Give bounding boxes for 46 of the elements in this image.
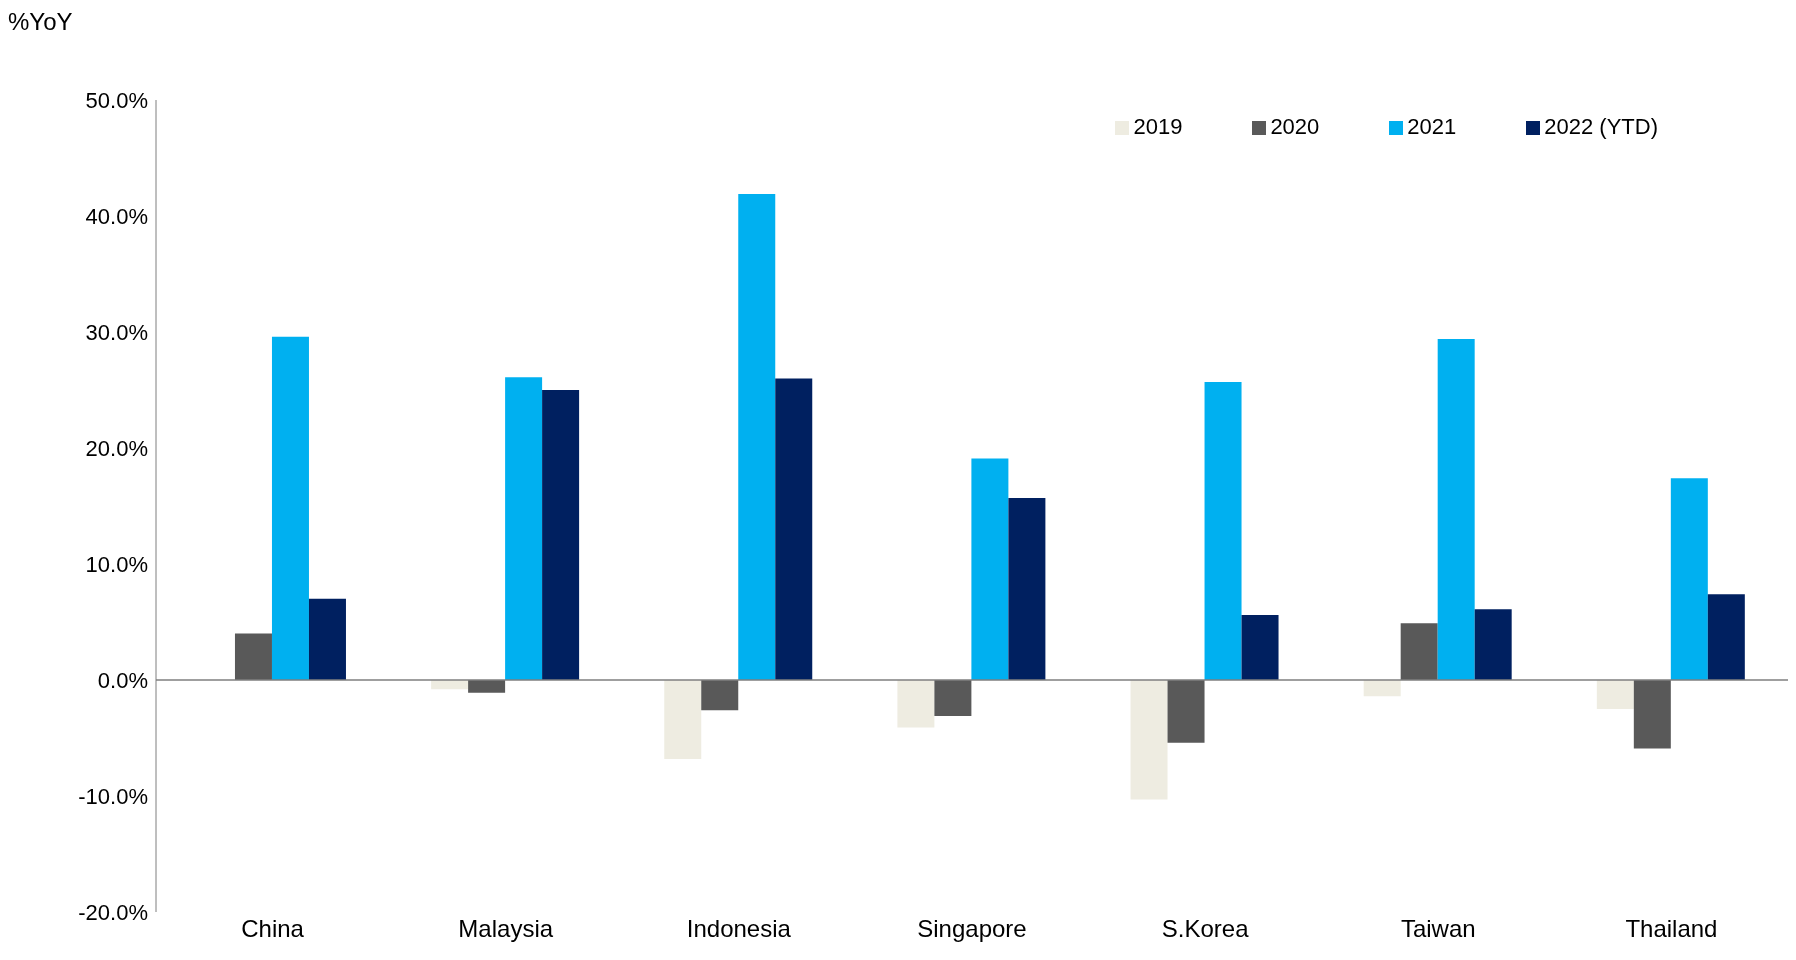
- bar: [701, 680, 739, 711]
- bar: [1363, 680, 1401, 697]
- x-tick-label: Thailand: [1625, 915, 1718, 943]
- y-axis-title: %YoY: [8, 8, 73, 36]
- bar: [1241, 615, 1279, 680]
- y-tick-label: 10.0%: [85, 551, 148, 577]
- bar: [308, 598, 346, 680]
- y-tick-label: 50.0%: [85, 87, 148, 113]
- bar: [1670, 478, 1708, 680]
- y-tick-label: 20.0%: [85, 435, 148, 461]
- bar: [1008, 497, 1046, 680]
- bar: [1204, 381, 1242, 680]
- bar: [234, 633, 272, 680]
- x-tick-label: S.Korea: [1161, 915, 1250, 943]
- y-tick-label: -20.0%: [78, 899, 148, 925]
- x-tick-label: Indonesia: [686, 915, 792, 943]
- bar: [271, 336, 309, 680]
- bar: [1707, 594, 1745, 680]
- y-tick-label: 40.0%: [85, 203, 148, 229]
- legend-label: 2022 (YTD): [1544, 114, 1658, 139]
- x-tick-label: China: [241, 915, 305, 943]
- bar: [934, 680, 972, 716]
- bar: [1437, 338, 1475, 680]
- legend-label: 2021: [1407, 114, 1457, 139]
- legend-label: 2019: [1133, 114, 1183, 139]
- y-tick-label: 30.0%: [85, 319, 148, 345]
- y-tick-label: 0.0%: [97, 667, 148, 693]
- bar: [664, 680, 702, 759]
- bar: [775, 378, 813, 680]
- x-tick-label: Singapore: [917, 915, 1027, 943]
- x-tick-label: Malaysia: [458, 915, 554, 943]
- bar: [1633, 680, 1671, 749]
- bar: [1130, 680, 1168, 800]
- x-tick-label: Taiwan: [1400, 915, 1476, 943]
- bar: [897, 680, 935, 728]
- bar: [971, 458, 1009, 680]
- y-tick-label: -10.0%: [78, 783, 148, 809]
- bar: [1167, 680, 1205, 743]
- bar: [468, 680, 506, 693]
- bar: [542, 390, 580, 680]
- legend-label: 2020: [1270, 114, 1320, 139]
- bar: [738, 193, 776, 680]
- bar: [505, 377, 543, 680]
- bar: [1474, 609, 1512, 680]
- bar: [1596, 680, 1634, 709]
- bar: [1400, 623, 1438, 680]
